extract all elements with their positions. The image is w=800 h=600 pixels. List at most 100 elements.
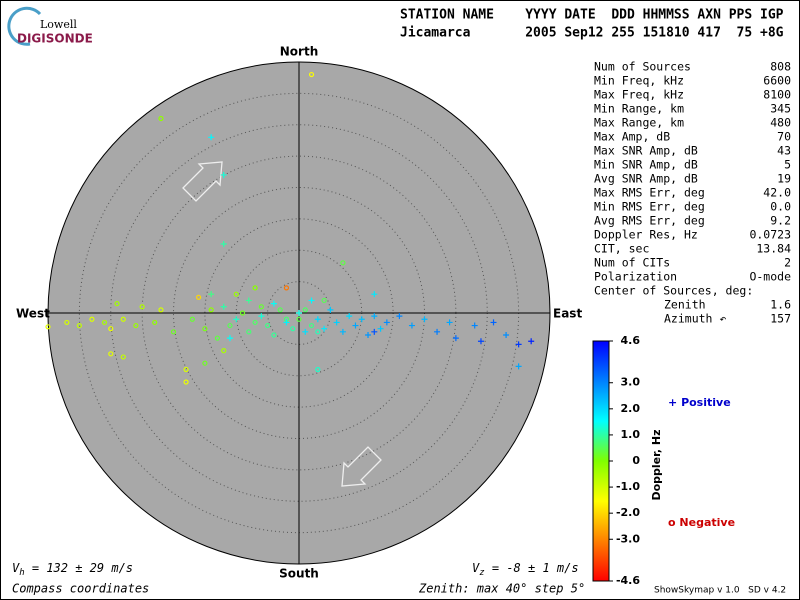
source-positive bbox=[434, 328, 441, 335]
value: = 132 ± 29 m/s bbox=[25, 561, 133, 575]
logo-bottom: DIGISONDE bbox=[17, 32, 93, 46]
colorbar-tick-label: -1.0 bbox=[616, 480, 640, 493]
source-negative bbox=[227, 322, 233, 329]
source-positive bbox=[208, 134, 215, 141]
source-negative bbox=[302, 307, 308, 313]
stat-label: Zenith bbox=[664, 298, 706, 312]
source-positive bbox=[490, 319, 497, 326]
legend-symbol: + bbox=[668, 396, 677, 409]
logo-arc bbox=[7, 6, 42, 46]
symbol: V bbox=[12, 561, 20, 575]
source-positive bbox=[421, 316, 428, 323]
colorbar-tick-label: 0 bbox=[632, 454, 640, 467]
source-positive bbox=[358, 316, 365, 323]
source-positive bbox=[371, 328, 378, 335]
source-positive bbox=[371, 313, 378, 320]
source-negative bbox=[114, 300, 120, 307]
source-negative bbox=[108, 326, 114, 332]
source-negative bbox=[76, 322, 82, 329]
source-negative bbox=[239, 310, 246, 316]
stat-label: CIT, sec bbox=[594, 242, 649, 256]
stat-value: 42.0 bbox=[763, 186, 791, 200]
source-positive bbox=[220, 303, 227, 310]
stat-value: 70 bbox=[777, 130, 791, 144]
source-negative bbox=[202, 326, 208, 332]
source-negative bbox=[315, 366, 321, 373]
source-positive bbox=[333, 319, 340, 326]
source-negative bbox=[158, 307, 164, 313]
source-negative bbox=[120, 316, 126, 322]
source-negative bbox=[277, 307, 283, 313]
source-positive bbox=[396, 313, 403, 320]
source-negative bbox=[308, 71, 315, 78]
source-negative bbox=[196, 294, 202, 300]
stat-label: Num of CITs bbox=[594, 256, 670, 270]
stat-value: 19 bbox=[777, 172, 791, 186]
source-positive bbox=[314, 316, 321, 323]
source-positive bbox=[208, 291, 215, 298]
stat-label: Min Range, km bbox=[594, 102, 684, 116]
stat-label: Avg SNR Amp, dB bbox=[594, 172, 698, 186]
source-negative bbox=[221, 348, 227, 354]
stat-label: Max SNR Amp, dB bbox=[594, 144, 698, 158]
colorbar-label: Doppler, Hz bbox=[650, 429, 663, 500]
symbol: V bbox=[472, 561, 480, 575]
subscript: z bbox=[479, 568, 484, 578]
source-positive bbox=[515, 341, 522, 348]
source-negative bbox=[89, 316, 95, 322]
colorbar-tick-label: 3.0 bbox=[621, 376, 641, 389]
source-positive bbox=[258, 313, 265, 320]
source-positive bbox=[352, 322, 359, 329]
colorbar-tick-label: 4.6 bbox=[621, 334, 641, 347]
source-positive bbox=[446, 319, 453, 326]
source-positive bbox=[383, 319, 390, 326]
source-positive bbox=[302, 328, 309, 335]
header-line: Jicamarca 2005 Sep12 255 151810 417 75 +… bbox=[400, 26, 784, 41]
source-negative bbox=[45, 324, 51, 330]
stat-label: Doppler Res, Hz bbox=[594, 228, 698, 242]
zenith-label: Zenith: max 40° step 5° bbox=[418, 582, 585, 596]
source-negative bbox=[308, 322, 315, 329]
source-negative bbox=[133, 322, 139, 329]
stat-label: Avg RMS Err, deg bbox=[594, 214, 705, 228]
stat-label: Polarization bbox=[594, 270, 677, 284]
source-negative bbox=[108, 351, 114, 357]
source-negative bbox=[321, 297, 327, 304]
source-positive bbox=[452, 335, 459, 342]
source-positive bbox=[327, 306, 334, 313]
colorbar-tick-label: -2.0 bbox=[616, 506, 640, 519]
stat-label: Azimuth ↶ bbox=[664, 312, 726, 326]
source-negative bbox=[315, 329, 321, 335]
stat-label: Min SNR Amp, dB bbox=[594, 158, 698, 172]
colorbar-tick-label: -4.6 bbox=[616, 574, 640, 587]
source-negative bbox=[152, 319, 158, 326]
source-negative bbox=[120, 354, 126, 360]
source-negative bbox=[252, 319, 258, 326]
legend-symbol: o bbox=[668, 516, 676, 529]
source-positive bbox=[528, 338, 535, 345]
colorbar-tick-label: -3.0 bbox=[616, 532, 640, 545]
source-positive bbox=[321, 325, 328, 332]
legend-text: Positive bbox=[681, 396, 731, 409]
source-positive bbox=[377, 325, 384, 332]
arrow bbox=[341, 446, 382, 487]
source-positive bbox=[477, 338, 484, 345]
version-label: ShowSkymap v 1.0 SD v 4.2 bbox=[654, 586, 786, 596]
source-negative bbox=[64, 319, 70, 326]
source-positive bbox=[283, 319, 290, 326]
source-negative bbox=[214, 335, 221, 341]
logo-top: Lowell bbox=[40, 18, 77, 31]
source-negative bbox=[265, 322, 271, 329]
colorbar-tick-label: 2.0 bbox=[621, 402, 641, 415]
stat-value: 0.0 bbox=[770, 200, 791, 214]
stat-value: 2 bbox=[784, 256, 791, 270]
source-negative bbox=[170, 329, 177, 335]
source-positive bbox=[346, 313, 353, 320]
source-negative bbox=[252, 285, 258, 291]
vz-label: Vz = -8 ± 1 m/s bbox=[472, 561, 579, 578]
source-positive bbox=[226, 335, 233, 342]
stat-label: Max Amp, dB bbox=[594, 130, 670, 144]
compass-label: West bbox=[16, 307, 50, 321]
source-negative bbox=[290, 326, 296, 332]
stat-value: 8100 bbox=[763, 88, 791, 102]
